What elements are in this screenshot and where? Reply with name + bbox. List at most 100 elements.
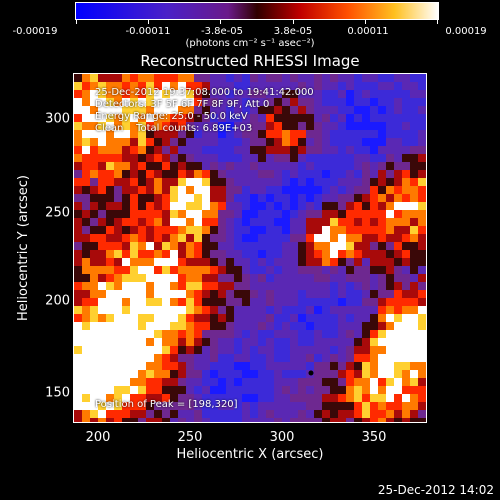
heatmap-cell bbox=[290, 362, 298, 370]
heatmap-cell bbox=[370, 274, 378, 282]
heatmap-cell bbox=[362, 154, 370, 162]
heatmap-cell bbox=[90, 146, 98, 154]
heatmap-cell bbox=[378, 370, 386, 378]
heatmap-cell bbox=[186, 162, 194, 170]
heatmap-cell bbox=[138, 106, 146, 114]
heatmap-cell bbox=[322, 210, 330, 218]
heatmap-cell bbox=[354, 362, 362, 370]
heatmap-cell bbox=[418, 330, 426, 338]
heatmap-cell bbox=[210, 362, 218, 370]
heatmap-cell bbox=[90, 314, 98, 322]
heatmap-cell bbox=[178, 202, 186, 210]
heatmap-cell bbox=[242, 218, 250, 226]
heatmap-cell bbox=[298, 402, 306, 410]
heatmap-cell bbox=[186, 98, 194, 106]
heatmap-cell bbox=[322, 194, 330, 202]
heatmap-cell bbox=[338, 106, 346, 114]
heatmap-cell bbox=[194, 322, 202, 330]
heatmap-cell bbox=[290, 370, 298, 378]
heatmap-cell bbox=[314, 210, 322, 218]
heatmap-cell bbox=[106, 274, 114, 282]
heatmap-cell bbox=[290, 306, 298, 314]
heatmap-cell bbox=[234, 354, 242, 362]
heatmap-cell bbox=[130, 74, 138, 82]
heatmap-cell bbox=[82, 234, 90, 242]
heatmap-cell bbox=[402, 146, 410, 154]
heatmap-cell bbox=[114, 82, 122, 90]
heatmap-cell bbox=[178, 210, 186, 218]
heatmap-cell bbox=[138, 154, 146, 162]
heatmap-cell bbox=[266, 418, 274, 422]
heatmap-cell bbox=[194, 90, 202, 98]
heatmap-cell bbox=[74, 258, 82, 266]
heatmap-cell bbox=[402, 210, 410, 218]
colorbar-units: (photons cm⁻² s⁻¹ asec⁻²) bbox=[185, 38, 315, 49]
heatmap-cell bbox=[202, 122, 210, 130]
heatmap-cell bbox=[210, 170, 218, 178]
heatmap-cell bbox=[130, 90, 138, 98]
heatmap-cell bbox=[130, 226, 138, 234]
heatmap-cell bbox=[202, 402, 210, 410]
heatmap-cell bbox=[250, 394, 258, 402]
heatmap-cell bbox=[202, 330, 210, 338]
heatmap-cell bbox=[154, 394, 162, 402]
heatmap-cell bbox=[370, 298, 378, 306]
heatmap-cell bbox=[394, 250, 402, 258]
heatmap-cell bbox=[98, 290, 106, 298]
heatmap-cell bbox=[218, 250, 226, 258]
heatmap-cell bbox=[418, 298, 426, 306]
heatmap-cell bbox=[170, 98, 178, 106]
heatmap-cell bbox=[210, 162, 218, 170]
heatmap-cell bbox=[322, 346, 330, 354]
heatmap-cell bbox=[178, 266, 186, 274]
heatmap-cell bbox=[338, 362, 346, 370]
heatmap-cell bbox=[386, 370, 394, 378]
heatmap-cell bbox=[218, 218, 226, 226]
heatmap-cell bbox=[354, 146, 362, 154]
heatmap-cell bbox=[194, 354, 202, 362]
heatmap-cell bbox=[170, 394, 178, 402]
heatmap-cell bbox=[338, 210, 346, 218]
heatmap-cell bbox=[226, 114, 234, 122]
heatmap-cell bbox=[282, 274, 290, 282]
heatmap-cell bbox=[306, 146, 314, 154]
heatmap-cell bbox=[90, 234, 98, 242]
heatmap-cell bbox=[370, 218, 378, 226]
heatmap-cell bbox=[90, 114, 98, 122]
heatmap-cell bbox=[162, 114, 170, 122]
heatmap-cell bbox=[210, 130, 218, 138]
heatmap-cell bbox=[274, 346, 282, 354]
heatmap-cell bbox=[322, 130, 330, 138]
heatmap-cell bbox=[370, 306, 378, 314]
heatmap-cell bbox=[154, 362, 162, 370]
heatmap-cell bbox=[418, 74, 426, 82]
heatmap-cell bbox=[226, 210, 234, 218]
heatmap-cell bbox=[290, 258, 298, 266]
heatmap-cell bbox=[410, 162, 418, 170]
heatmap-cell bbox=[394, 146, 402, 154]
heatmap-cell bbox=[186, 138, 194, 146]
heatmap-cell bbox=[402, 138, 410, 146]
heatmap-cell bbox=[322, 266, 330, 274]
heatmap-cell bbox=[274, 186, 282, 194]
heatmap-cell bbox=[138, 98, 146, 106]
heatmap-cell bbox=[226, 378, 234, 386]
heatmap-cell bbox=[418, 82, 426, 90]
heatmap-cell bbox=[82, 130, 90, 138]
heatmap-cell bbox=[378, 258, 386, 266]
colorbar-tick-mark bbox=[76, 20, 77, 24]
heatmap-cell bbox=[354, 242, 362, 250]
heatmap-cell bbox=[314, 202, 322, 210]
heatmap-cell bbox=[138, 234, 146, 242]
heatmap-cell bbox=[194, 146, 202, 154]
heatmap-cell bbox=[130, 98, 138, 106]
heatmap-cell bbox=[330, 218, 338, 226]
heatmap-cell bbox=[122, 218, 130, 226]
heatmap-cell bbox=[274, 226, 282, 234]
heatmap-cell bbox=[290, 186, 298, 194]
heatmap-cell bbox=[178, 338, 186, 346]
heatmap-cell bbox=[258, 274, 266, 282]
heatmap-cell bbox=[178, 410, 186, 418]
heatmap-cell bbox=[250, 194, 258, 202]
heatmap-cell bbox=[314, 410, 322, 418]
